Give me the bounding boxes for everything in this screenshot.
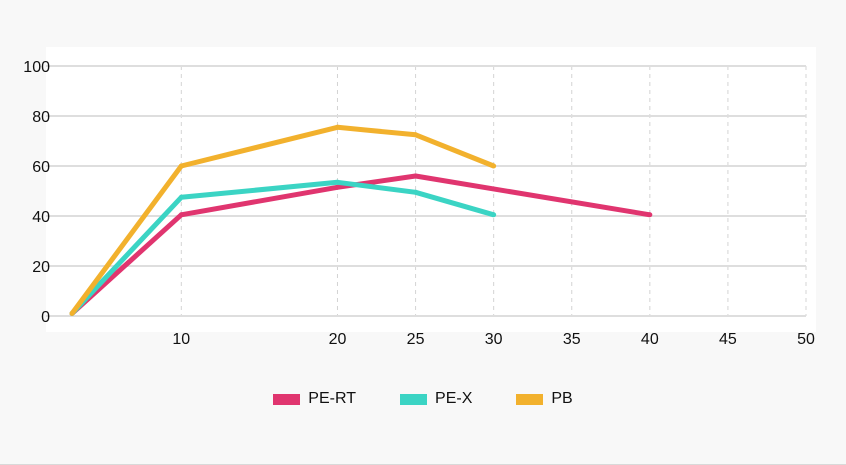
legend-label: PE-X <box>435 390 473 407</box>
data-point-pe-rt <box>334 184 340 190</box>
data-point-pe-x <box>334 179 340 185</box>
x-tick-label: 35 <box>563 331 581 348</box>
x-tick-label: 10 <box>172 331 190 348</box>
legend: PE-RT PE-X PB <box>0 390 846 408</box>
x-tick-label: 50 <box>797 331 815 348</box>
x-tick-label: 30 <box>485 331 503 348</box>
line-chart: 10 20 25 30 35 40 45 50 0 20 40 60 80 100 <box>23 47 816 348</box>
legend-item-pe-x[interactable]: PE-X <box>400 390 472 408</box>
data-point-pe-x <box>413 189 419 195</box>
data-point-pb <box>334 124 340 130</box>
y-tick-label: 60 <box>32 159 50 176</box>
data-point-pe-x <box>178 194 184 200</box>
y-tick-label: 40 <box>32 209 50 226</box>
legend-swatch <box>273 393 301 405</box>
legend-swatch <box>400 393 428 405</box>
y-tick-label: 100 <box>23 59 50 76</box>
data-point-pe-x <box>491 212 497 218</box>
data-point-pb <box>69 311 75 316</box>
data-point-pb <box>413 132 419 138</box>
data-point-pe-rt <box>178 212 184 218</box>
legend-label: PB <box>551 390 573 407</box>
data-point-pe-rt <box>413 173 419 179</box>
legend-item-pb[interactable]: PB <box>516 390 573 408</box>
series-lines <box>69 124 653 316</box>
data-point-pe-rt <box>647 212 653 218</box>
x-tick-label: 20 <box>329 331 347 348</box>
y-tick-label: 80 <box>32 109 50 126</box>
grid <box>46 65 807 317</box>
x-tick-label: 25 <box>407 331 425 348</box>
legend-item-pe-rt[interactable]: PE-RT <box>273 390 356 408</box>
legend-swatch <box>516 393 544 405</box>
legend-label: PE-RT <box>308 390 357 407</box>
data-point-pb <box>491 163 497 169</box>
y-tick-label: 0 <box>41 309 50 326</box>
x-tick-label: 45 <box>719 331 737 348</box>
data-point-pb <box>178 163 184 169</box>
plot-background <box>46 47 816 332</box>
x-tick-label: 40 <box>641 331 659 348</box>
y-tick-label: 20 <box>32 259 50 276</box>
axis-labels: 10 20 25 30 35 40 45 50 0 20 40 60 80 100 <box>23 59 815 348</box>
